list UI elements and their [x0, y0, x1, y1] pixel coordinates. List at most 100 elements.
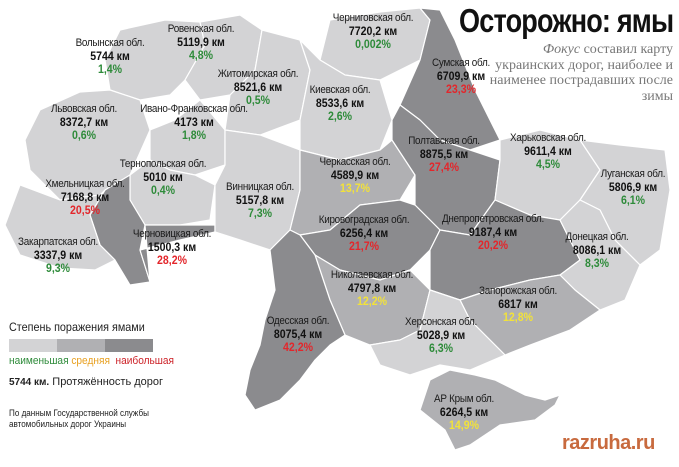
legend-label-most: наибольшая: [115, 355, 175, 367]
label-volyn: Волынская обл. 5744 км 1,4%: [72, 37, 149, 76]
region-name: АР Крым обл.: [434, 393, 494, 405]
region-name: Тернопольская обл.: [119, 158, 207, 170]
label-kirovohrad: Кировоградская обл. 6256,4 км 21,7%: [314, 214, 415, 253]
road-length: 8521,6 км: [233, 79, 283, 94]
region-name: Ровенская обл.: [167, 23, 235, 35]
legend-swatch-least: [9, 339, 57, 352]
label-cherkasy: Черкасская обл. 4589,9 км 13,7%: [316, 156, 395, 195]
legend-length-sample: 5744 км.: [9, 377, 50, 388]
damage-percent: 27,4%: [429, 159, 459, 174]
label-crimea: АР Крым обл. 6264,5 км 14,9%: [431, 393, 498, 432]
damage-percent: 23,3%: [446, 81, 476, 96]
road-length: 6256,4 км: [339, 225, 389, 240]
road-length: 5806,9 км: [608, 179, 658, 194]
label-chernihiv: Черниговская обл. 7720,2 км 0,002%: [328, 12, 417, 51]
legend: Степень поражения ямами наименьшая средн…: [9, 320, 188, 367]
label-mykolaiv: Николаевская обл. 4797,8 км 12,2%: [326, 269, 417, 308]
region-odesa[interactable]: [244, 229, 346, 411]
road-length: 7168,8 км: [60, 189, 110, 204]
subtitle-text: составил карту украинских дорог, наиболе…: [489, 42, 673, 104]
road-length: 4797,8 км: [347, 280, 397, 295]
label-chernivtsi: Черновицкая обл. 1500,3 км 28,2%: [129, 228, 216, 267]
label-kyiv: Киевская обл. 8533,6 км 2,6%: [306, 84, 374, 123]
damage-percent: 21,7%: [349, 238, 379, 253]
label-kharkiv: Харьковская обл. 9611,4 км 4,5%: [506, 132, 590, 171]
damage-percent: 42,2%: [283, 339, 313, 354]
region-name: Николаевская обл.: [330, 269, 414, 281]
damage-percent: 20,5%: [70, 202, 100, 217]
label-kherson: Херсонская обл. 5028,9 км 6,3%: [401, 316, 481, 355]
region-name: Львовская обл.: [50, 103, 118, 115]
road-length: 1500,3 км: [147, 239, 197, 254]
region-name: Кировоградская обл.: [318, 214, 410, 226]
label-poltava: Полтавская обл. 8875,5 км 27,4%: [404, 135, 484, 174]
road-length: 8875,5 км: [419, 146, 469, 161]
damage-percent: 4,5%: [535, 156, 561, 171]
road-length: 9611,4 км: [524, 143, 572, 158]
road-length: 8372,7 км: [59, 114, 109, 129]
region-name: Ивано-Франковская обл.: [140, 103, 248, 115]
damage-percent: 0,5%: [245, 92, 271, 107]
region-name: Запорожская обл.: [479, 285, 557, 297]
road-length: 8086,1 км: [572, 242, 622, 257]
damage-percent: 4,8%: [188, 47, 214, 62]
region-name: Луганская обл.: [600, 168, 666, 180]
region-zakarpattia[interactable]: [4, 184, 116, 271]
region-name: Сумская обл.: [432, 57, 490, 69]
subtitle: Фокус составил карту украинских дорог, н…: [483, 42, 673, 104]
region-name: Черновицкая обл.: [132, 228, 212, 240]
damage-percent: 12,8%: [503, 309, 533, 324]
label-rivne: Ровенская обл. 5119,9 км 4,8%: [164, 23, 238, 62]
region-volyn[interactable]: [104, 19, 206, 101]
label-lviv: Львовская обл. 8372,7 км 0,6%: [47, 103, 120, 142]
label-donetsk: Донецкая обл. 8086,1 км 8,3%: [562, 231, 632, 270]
watermark: razruha.ru: [562, 432, 655, 454]
region-name: Одесская обл.: [266, 315, 330, 327]
region-name: Винницкая обл.: [226, 181, 294, 193]
region-name: Херсонская обл.: [405, 316, 477, 328]
damage-percent: 0,6%: [71, 127, 97, 142]
road-length: 5744 км: [90, 48, 130, 63]
road-length: 4173 км: [174, 114, 214, 129]
source-line-2: автомобильных дорог Украины: [9, 419, 127, 429]
region-donetsk[interactable]: [559, 199, 641, 311]
region-kherson[interactable]: [369, 289, 506, 376]
road-length: 7720,2 км: [348, 23, 398, 38]
road-length: 5157,8 км: [235, 192, 285, 207]
region-name: Полтавская обл.: [408, 135, 480, 147]
legend-title: Степень поражения ямами: [9, 320, 145, 334]
damage-percent: 0,002%: [355, 36, 391, 51]
region-name: Хмельницкая обл.: [45, 178, 125, 190]
label-ivano-frankivsk: Ивано-Франковская обл. 4173 км 1,8%: [134, 103, 254, 142]
damage-percent: 6,3%: [428, 340, 454, 355]
damage-percent: 13,7%: [340, 180, 370, 195]
region-name: Днепропетровская обл.: [442, 213, 544, 225]
label-sumy: Сумская обл. 6709,9 км 23,3%: [429, 57, 493, 96]
region-name: Харьковская обл.: [510, 132, 586, 144]
region-name: Киевская обл.: [309, 84, 371, 96]
legend-swatch-most: [105, 339, 153, 352]
label-khmelnytskyi: Хмельницкая обл. 7168,8 км 20,5%: [41, 178, 129, 217]
region-crimea[interactable]: [419, 369, 561, 451]
damage-percent: 7,3%: [247, 205, 273, 220]
source-note: По данным Государственной службы автомоб…: [9, 408, 149, 430]
road-length: 3337,9 км: [33, 247, 83, 262]
region-name: Черкасская обл.: [319, 156, 391, 168]
damage-percent: 14,9%: [449, 417, 479, 432]
label-zakarpattia: Закарпатская обл. 3337,9 км 9,3%: [14, 236, 103, 275]
legend-road-length: 5744 км. Протяжённость дорог: [9, 376, 163, 388]
road-length: 5010 км: [143, 169, 183, 184]
legend-swatch-medium: [57, 339, 105, 352]
label-dnipropetrovsk: Днепропетровская обл. 9187,4 км 20,2%: [436, 213, 549, 252]
label-luhansk: Луганская обл. 5806,9 км 6,1%: [597, 168, 669, 207]
region-name: Закарпатская обл.: [18, 236, 98, 248]
label-odesa: Одесская обл. 8075,4 км 42,2%: [263, 315, 333, 354]
damage-percent: 1,4%: [97, 61, 123, 76]
label-vinnytsia: Винницкая обл. 5157,8 км 7,3%: [222, 181, 297, 220]
region-chernivtsi[interactable]: [139, 224, 216, 283]
damage-percent: 8,3%: [584, 255, 610, 270]
damage-percent: 9,3%: [45, 260, 71, 275]
region-name: Черниговская обл.: [332, 12, 414, 24]
source-line-1: По данным Государственной службы: [9, 408, 149, 418]
